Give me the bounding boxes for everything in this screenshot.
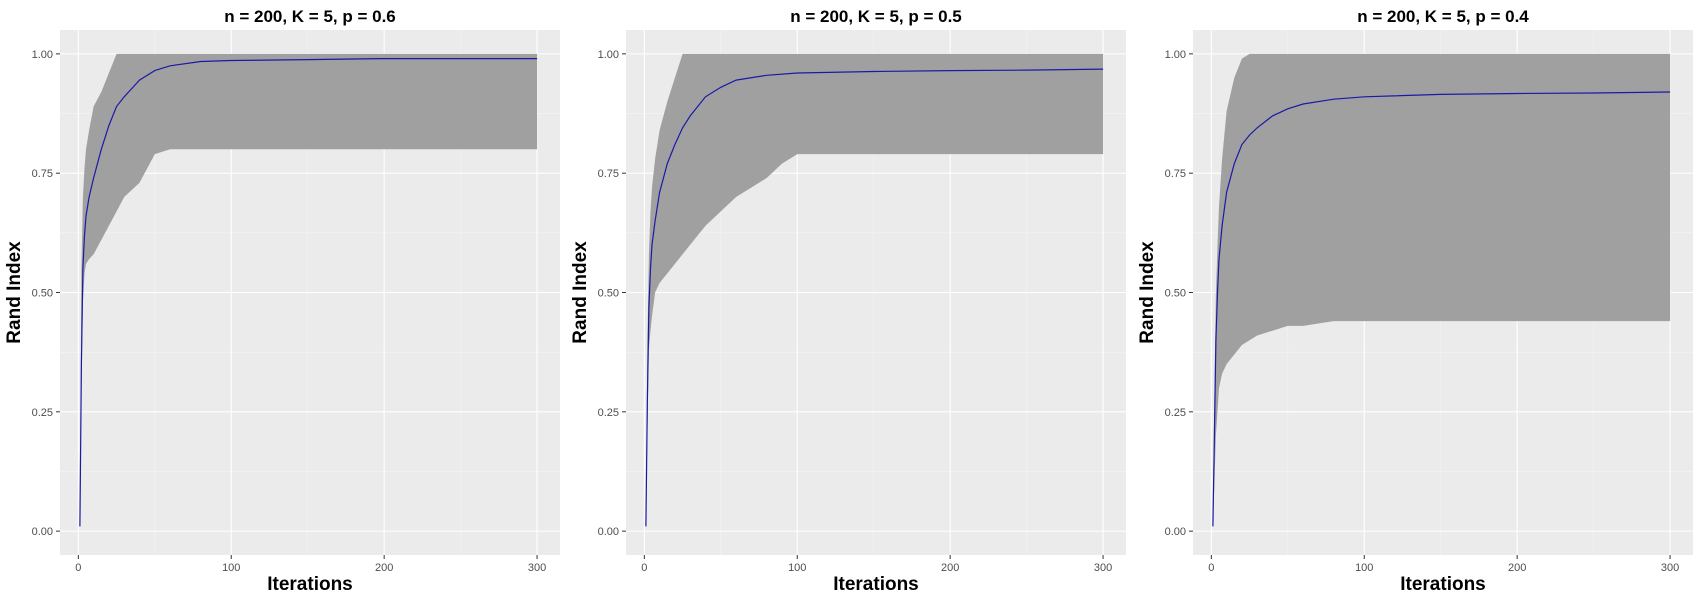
- x-axis-title: Iterations: [1400, 574, 1486, 595]
- y-tick-label: 0.00: [1165, 526, 1186, 538]
- y-tick-label: 0.50: [32, 288, 53, 300]
- chart-panel-1: 0 100 200 300 0.00 0.25 0.50 0.75 1.00 n = 200, K…: [4, 7, 560, 595]
- mean-line: [645, 68, 1104, 527]
- chart-panel-3: 0 100 200 300 0.00 0.25 0.50 0.75 1.00 n = 200, K…: [1137, 7, 1693, 595]
- confidence-ribbon: [1212, 53, 1671, 527]
- y-tick-label: 0.25: [32, 407, 53, 419]
- y-tick-label: 1.00: [598, 49, 619, 61]
- y-tick-label: 0.75: [598, 168, 619, 180]
- x-tick-label: 200: [941, 562, 959, 574]
- chart-title: n = 200, K = 5, p = 0.6: [224, 7, 396, 26]
- y-tick-label: 0.25: [1165, 407, 1186, 419]
- y-tick-label: 1.00: [1165, 49, 1186, 61]
- x-tick-label: 0: [1208, 562, 1214, 574]
- x-tick-label: 100: [788, 562, 806, 574]
- y-tick-label: 0.25: [598, 407, 619, 419]
- y-tick-label: 1.00: [32, 49, 53, 61]
- x-tick-label: 100: [222, 562, 240, 574]
- confidence-ribbon: [79, 53, 538, 527]
- x-tick-label: 0: [75, 562, 81, 574]
- x-tick-label: 300: [528, 562, 546, 574]
- y-tick-label: 0.75: [32, 168, 53, 180]
- y-axis-title: Rand Index: [570, 241, 591, 344]
- x-tick-label: 300: [1661, 562, 1679, 574]
- y-tick-label: 0.00: [32, 526, 53, 538]
- x-axis-title: Iterations: [267, 574, 353, 595]
- y-axis-title: Rand Index: [1137, 241, 1158, 344]
- confidence-ribbon: [645, 53, 1104, 527]
- y-axis-title: Rand Index: [4, 241, 25, 344]
- chart-title: n = 200, K = 5, p = 0.5: [790, 7, 962, 26]
- x-tick-label: 100: [1355, 562, 1373, 574]
- mean-line: [1212, 91, 1671, 527]
- x-tick-label: 0: [641, 562, 647, 574]
- chart-panel-2: 0 100 200 300 0.00 0.25 0.50 0.75 1.00 n = 200, K…: [570, 7, 1126, 595]
- y-tick-label: 0.50: [598, 288, 619, 300]
- mean-line: [79, 57, 538, 527]
- chart-title: n = 200, K = 5, p = 0.4: [1357, 7, 1529, 26]
- x-axis-title: Iterations: [833, 574, 919, 595]
- x-tick-label: 300: [1094, 562, 1112, 574]
- x-tick-label: 200: [375, 562, 393, 574]
- y-tick-label: 0.00: [598, 526, 619, 538]
- y-tick-label: 0.75: [1165, 168, 1186, 180]
- y-tick-label: 0.50: [1165, 288, 1186, 300]
- x-tick-label: 200: [1508, 562, 1526, 574]
